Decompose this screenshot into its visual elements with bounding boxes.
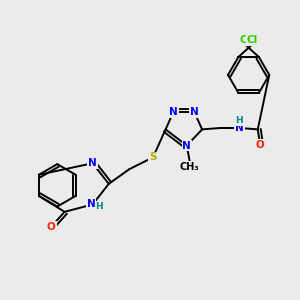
Text: O: O [256,140,265,150]
Text: N: N [190,107,199,117]
Text: H: H [235,116,242,125]
Text: N: N [169,107,178,117]
Text: N: N [182,141,191,151]
Text: O: O [47,222,56,232]
Text: CH₃: CH₃ [180,162,200,172]
Text: Cl: Cl [239,35,251,45]
Text: Cl: Cl [247,35,258,45]
Text: S: S [149,152,157,162]
Text: N: N [88,158,97,168]
Text: N: N [235,123,244,133]
Text: H: H [95,202,103,211]
Text: N: N [87,200,95,209]
